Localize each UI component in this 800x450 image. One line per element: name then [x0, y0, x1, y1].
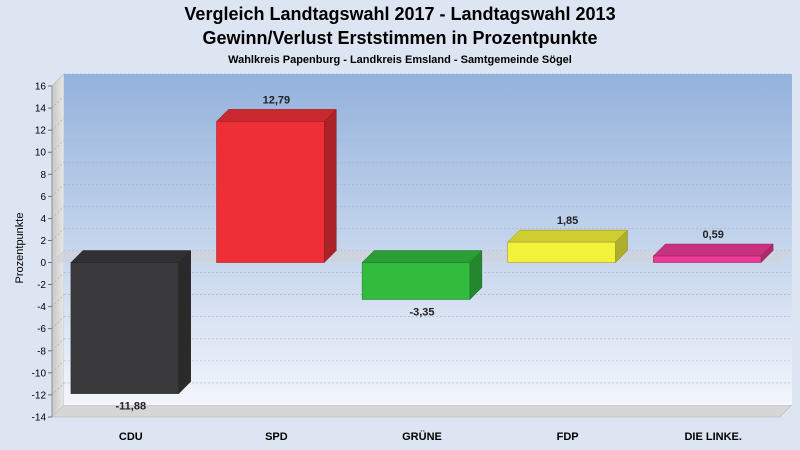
- bar-die-linke: [652, 243, 774, 264]
- chart-caption: Wahlkreis Papenburg - Landkreis Emsland …: [228, 54, 572, 66]
- data-labels: -11,88 12,79 -3,35 1,85 0,59: [116, 94, 724, 412]
- bar-side: [178, 249, 191, 395]
- y-tick-label: -2: [37, 280, 46, 291]
- bar-top: [507, 229, 629, 243]
- bar-side: [324, 108, 337, 264]
- y-axis: 16 14 12 10 8 6 4 2 0 -2 -4 -6 -8 -10 -12 -14: [32, 82, 53, 424]
- x-tick-label: SPD: [265, 431, 288, 443]
- bar-top: [70, 250, 192, 263]
- y-tick-label: -14: [32, 413, 47, 424]
- y-tick-label: -10: [32, 368, 47, 379]
- bar-front: [70, 262, 179, 394]
- data-label: -11,88: [116, 401, 147, 413]
- x-tick-label: FDP: [557, 431, 579, 443]
- y-axis-label: Prozentpunkte: [14, 213, 26, 284]
- gridline-wall: [51, 338, 65, 352]
- x-tick-label: GRÜNE: [402, 430, 442, 443]
- y-tick-label: 8: [40, 170, 46, 181]
- data-label: 12,79: [263, 94, 291, 106]
- gridline-wall: [51, 272, 65, 285]
- chart-floor: [51, 404, 793, 418]
- bar-fdp: [507, 229, 629, 264]
- gridline-wall: [51, 250, 65, 263]
- x-tick-label: CDU: [119, 431, 143, 443]
- gridline-wall: [51, 316, 65, 329]
- gridline-wall: [51, 294, 65, 307]
- data-label: -3,35: [409, 306, 434, 318]
- x-axis-labels: CDU SPD GRÜNE FDP DIE LINKE.: [119, 430, 742, 443]
- y-tick-label: -4: [37, 302, 46, 313]
- bar-top: [215, 109, 337, 122]
- data-label: 1,85: [557, 215, 578, 227]
- bar-top: [361, 250, 483, 263]
- bar-top: [652, 243, 774, 257]
- y-tick-label: -8: [37, 346, 46, 357]
- bar-front: [216, 121, 325, 263]
- chart-title: Vergleich Landtagswahl 2017 - Landtagswa…: [184, 4, 616, 24]
- y-tick-label: -12: [32, 390, 47, 401]
- gridline-wall: [51, 162, 65, 175]
- y-tick-label: 16: [35, 82, 47, 93]
- gridline-wall: [51, 73, 65, 87]
- chart-subtitle: Gewinn/Verlust Erststimmen in Prozentpun…: [202, 28, 598, 48]
- bar-cdu: [70, 249, 192, 395]
- gridline-wall: [51, 206, 65, 219]
- y-tick-label: 2: [40, 236, 46, 247]
- y-tick-label: 6: [40, 192, 46, 203]
- bar-spd: [215, 108, 337, 264]
- gridline-wall: [51, 228, 65, 241]
- gridline-wall: [51, 382, 65, 396]
- y-tick-label: 14: [35, 104, 47, 115]
- gridline-wall: [51, 360, 65, 374]
- chart-left-wall: [51, 73, 65, 418]
- y-tick-label: 4: [40, 214, 46, 225]
- data-label: 0,59: [702, 229, 723, 241]
- x-tick-label: DIE LINKE.: [684, 431, 741, 443]
- bar-front: [507, 241, 616, 263]
- bar-front: [653, 255, 762, 263]
- gridline-wall: [51, 95, 65, 109]
- y-tick-label: -6: [37, 324, 46, 335]
- bar-front: [361, 262, 471, 300]
- gridline-wall: [51, 184, 65, 197]
- y-tick-label: 0: [40, 258, 46, 269]
- bar-grüne: [361, 249, 483, 301]
- y-tick-label: 10: [35, 148, 47, 159]
- bars: [70, 108, 774, 395]
- y-tick-label: 12: [35, 126, 47, 137]
- gridline-wall: [51, 117, 65, 131]
- gridline-wall: [51, 139, 65, 153]
